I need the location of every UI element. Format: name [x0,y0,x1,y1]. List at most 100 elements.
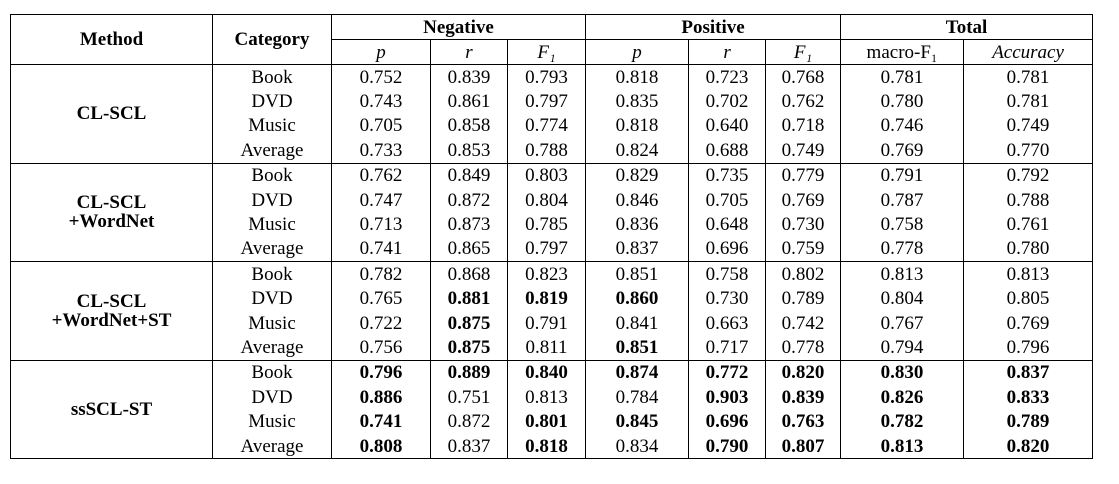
value-cell: 0.861 [430,89,508,114]
value-cell: 0.805 [963,286,1094,311]
column-header: F₁ [506,39,587,65]
value-cell: 0.792 [963,162,1094,188]
table-row: Average 0.733 0.853 0.788 0.824 0.688 0.749 0.7… [11,138,1094,164]
table-row: Music 0.741 0.872 0.801 0.845 0.696 0.763 0.782… [11,409,1094,434]
category-cell: Music [212,310,332,336]
header-cell: Category [212,14,332,65]
category-cell: Book [212,162,332,188]
value-cell: 0.820 [765,359,842,386]
value-cell: 0.833 [963,385,1094,410]
value-cell: 0.823 [506,261,587,287]
value-cell: 0.741 [331,409,431,434]
value-cell: 0.782 [331,261,431,287]
group-header: Negative [330,14,587,40]
value-cell: 0.723 [688,64,767,90]
value-cell: 0.837 [963,359,1094,386]
category-cell: DVD [212,385,332,410]
value-cell: 0.834 [585,433,690,460]
value-cell: 0.769 [963,310,1094,336]
value-cell: 0.767 [840,310,965,336]
category-cell: Average [212,236,332,262]
value-cell: 0.813 [963,261,1094,287]
header-cell: Method [10,14,213,65]
column-header: F₁ [765,39,842,65]
category-cell: Book [212,261,332,287]
table-row: Average 0.741 0.865 0.797 0.837 0.696 0.759 0.7… [11,236,1094,262]
value-cell: 0.811 [506,335,587,361]
value-cell: 0.818 [585,113,690,139]
method-line: +WordNet [68,211,155,233]
value-cell: 0.790 [688,433,767,460]
table-row: ssSCL-ST Book 0.796 0.889 0.840 0.874 0.772 0.8… [10,359,1094,460]
value-cell: 0.788 [506,138,587,164]
value-cell: 0.797 [506,236,587,262]
value-cell: 0.875 [430,335,508,361]
value-cell: 0.837 [585,236,690,262]
value-cell: 0.696 [688,409,767,434]
value-cell: 0.839 [765,385,842,410]
value-cell: 0.808 [331,433,431,460]
value-cell: 0.791 [506,310,587,336]
value-cell: 0.784 [585,385,690,410]
value-cell: 0.663 [688,310,767,336]
method-cell: ssSCL-ST [10,359,213,460]
value-cell: 0.865 [430,236,508,262]
value-cell: 0.747 [331,187,431,213]
value-cell: 0.780 [963,236,1094,262]
value-cell: 0.735 [688,162,767,188]
value-cell: 0.749 [765,138,842,164]
value-cell: 0.722 [331,310,431,336]
value-cell: 0.742 [765,310,842,336]
value-cell: 0.794 [840,335,965,361]
table-row: DVD 0.743 0.861 0.797 0.835 0.702 0.762 0.780 0.… [11,89,1094,114]
value-cell: 0.818 [585,64,690,90]
value-cell: 0.841 [585,310,690,336]
value-cell: 0.768 [765,64,842,90]
table-row: Average 0.756 0.875 0.811 0.851 0.717 0.778 0.7… [11,335,1094,361]
value-cell: 0.648 [688,212,767,237]
value-cell: 0.787 [840,187,965,213]
value-cell: 0.733 [331,138,431,164]
method-line: CL-SCL [76,290,147,312]
value-cell: 0.759 [765,236,842,262]
value-cell: 0.840 [506,359,587,386]
value-cell: 0.804 [840,286,965,311]
method-line: CL-SCL [76,103,147,125]
table-row: Average 0.808 0.837 0.818 0.834 0.790 0.807 0.8… [11,433,1094,460]
method-cell: CL-SCL +WordNet+ST [10,261,213,361]
value-cell: 0.886 [331,385,431,410]
value-cell: 0.780 [840,89,965,114]
value-cell: 0.793 [506,64,587,90]
value-cell: 0.830 [840,359,965,386]
value-cell: 0.702 [688,89,767,114]
value-cell: 0.788 [963,187,1094,213]
value-cell: 0.778 [765,335,842,361]
value-cell: 0.858 [430,113,508,139]
value-cell: 0.839 [430,64,508,90]
value-cell: 0.819 [506,286,587,311]
value-cell: 0.835 [585,89,690,114]
value-cell: 0.713 [331,212,431,237]
value-cell: 0.796 [963,335,1094,361]
value-cell: 0.851 [585,335,690,361]
category-cell: Music [212,409,332,434]
group-header: Total [840,14,1094,40]
value-cell: 0.872 [430,409,508,434]
value-cell: 0.781 [963,64,1094,90]
column-header: r [688,39,767,65]
value-cell: 0.797 [506,89,587,114]
value-cell: 0.873 [430,212,508,237]
value-cell: 0.801 [506,409,587,434]
value-cell: 0.868 [430,261,508,287]
value-cell: 0.802 [765,261,842,287]
value-cell: 0.769 [840,138,965,164]
value-cell: 0.829 [585,162,690,188]
value-cell: 0.820 [963,433,1094,460]
value-cell: 0.785 [506,212,587,237]
value-cell: 0.718 [765,113,842,139]
value-cell: 0.749 [963,113,1094,139]
value-cell: 0.758 [688,261,767,287]
category-cell: Music [212,113,332,139]
value-cell: 0.791 [840,162,965,188]
